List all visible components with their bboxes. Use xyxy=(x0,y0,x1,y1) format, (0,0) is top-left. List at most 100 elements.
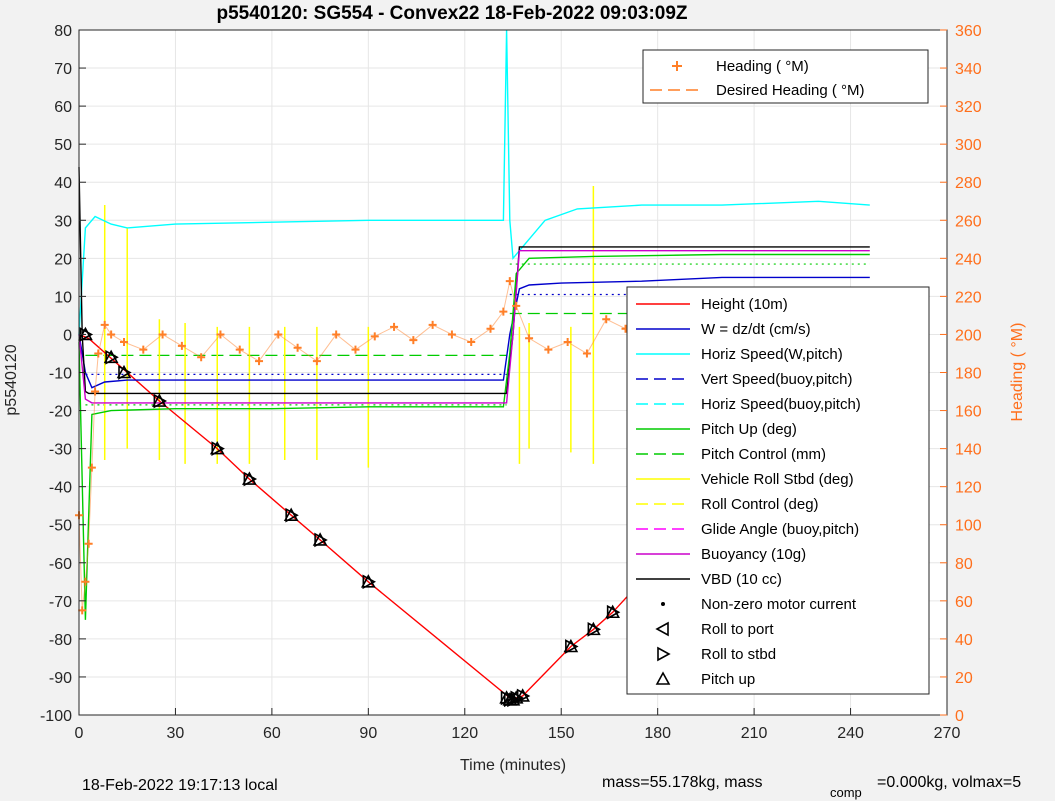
y-right-tick-label: 240 xyxy=(955,251,982,268)
y-right-tick-label: 360 xyxy=(955,23,982,40)
pitch-up-marker xyxy=(209,440,225,455)
pitch-up-marker xyxy=(605,604,621,619)
y-right-tick-label: 100 xyxy=(955,518,982,535)
heading-point xyxy=(107,330,116,339)
heading-point xyxy=(544,345,553,354)
y-right-tick-label: 80 xyxy=(955,556,973,573)
y-tick-label: 40 xyxy=(54,175,72,192)
y-axis-right-ticks: 3603403203002802602402202001801601401201… xyxy=(940,23,982,725)
x-tick-label: 30 xyxy=(167,725,185,742)
x-tick-label: 150 xyxy=(548,725,575,742)
heading-point xyxy=(100,320,109,329)
pitch-up-marker xyxy=(283,507,299,522)
y-tick-label: 60 xyxy=(54,99,72,116)
pitch-up-marker xyxy=(586,621,601,636)
series-lines xyxy=(78,29,871,701)
heading-point xyxy=(563,338,572,347)
heading-point xyxy=(177,341,186,350)
heading-point xyxy=(293,343,302,352)
y-tick-label: -100 xyxy=(40,708,72,725)
heading-point xyxy=(428,320,437,329)
heading-point xyxy=(370,332,379,341)
x-axis-label: Time (minutes) xyxy=(460,757,566,774)
heading-point xyxy=(87,463,96,472)
y-right-tick-label: 20 xyxy=(955,670,973,687)
y-right-tick-label: 140 xyxy=(955,442,982,459)
legend-main-box xyxy=(626,286,930,695)
heading-point xyxy=(120,338,129,347)
heading-point xyxy=(351,345,360,354)
heading-point xyxy=(486,324,495,333)
x-tick-label: 90 xyxy=(359,725,377,742)
y-axis-right-label: Heading ( °M) xyxy=(1009,323,1026,422)
roll-stbd-marker xyxy=(211,441,225,456)
roll-stbd-marker xyxy=(285,507,299,523)
heading-point xyxy=(91,387,100,396)
y-right-tick-label: 280 xyxy=(955,175,982,192)
legend-tri-left-sample xyxy=(655,621,669,637)
roll-stbd-marker xyxy=(118,365,132,380)
y-right-tick-label: 260 xyxy=(955,213,982,230)
legend-entry: Glide Angle (buoy,pitch) xyxy=(701,521,859,538)
y-right-tick-label: 220 xyxy=(955,289,982,306)
x-tick-label: 240 xyxy=(837,725,864,742)
heading-point xyxy=(447,330,456,339)
y-right-tick-label: 40 xyxy=(955,632,973,649)
heading-point xyxy=(467,338,476,347)
y-tick-label: -60 xyxy=(49,556,72,573)
heading-point xyxy=(158,330,167,339)
heading-point xyxy=(139,345,148,354)
roll-stbd-marker xyxy=(314,532,328,548)
heading-point xyxy=(255,357,264,366)
y-tick-label: 0 xyxy=(63,327,72,344)
legend-tri-up-sample xyxy=(655,671,671,685)
roll-stbd-marker xyxy=(516,688,531,704)
x-tick-label: 210 xyxy=(741,725,768,742)
footer-volmax: =0.000kg, volmax=5 xyxy=(877,774,1021,791)
legend-entry: Roll to port xyxy=(701,621,774,638)
heading-point xyxy=(274,330,283,339)
roll-stbd-marker xyxy=(105,349,119,365)
legend-entry: Horiz Speed(buoy,pitch) xyxy=(701,396,861,413)
heading-point xyxy=(78,606,87,615)
y-tick-label: -10 xyxy=(49,366,72,383)
roll-stbd-marker xyxy=(153,393,168,409)
heading-point xyxy=(505,277,514,286)
legend-heading-entry: Desired Heading ( °M) xyxy=(716,82,865,99)
roll-stbd-marker xyxy=(565,639,579,654)
legend-heading: Heading ( °M) Desired Heading ( °M) xyxy=(642,49,929,104)
pitch-up-marker xyxy=(103,349,119,364)
heading-point xyxy=(390,322,399,331)
y-tick-label: 20 xyxy=(54,251,72,268)
heading-point xyxy=(332,330,341,339)
legend-dot-sample xyxy=(661,602,665,606)
heading-point xyxy=(216,330,225,339)
x-tick-label: 0 xyxy=(75,725,84,742)
x-tick-label: 120 xyxy=(451,725,478,742)
series-line xyxy=(78,276,870,389)
y-right-tick-label: 320 xyxy=(955,99,982,116)
pitch-up-marker xyxy=(505,692,521,706)
legend-plus-sample xyxy=(672,61,682,71)
y-right-tick-label: 180 xyxy=(955,366,982,383)
heading-point xyxy=(582,349,591,358)
footer-local-time: 18-Feb-2022 19:17:13 local xyxy=(82,777,278,794)
pitch-up-marker xyxy=(515,688,530,702)
y-axis-ticks: 80 70 60 50 40 30 20 10 0 -10 -20 -30 -40 -50 -60 -70 -8… xyxy=(40,23,86,725)
heading-point xyxy=(197,353,206,362)
legend-entry: Buoyancy (10g) xyxy=(701,546,806,563)
pitch-up-marker xyxy=(152,393,167,407)
footer-mass: mass=55.178kg, mass xyxy=(602,774,763,791)
x-tick-label: 60 xyxy=(263,725,281,742)
series-line xyxy=(78,253,870,620)
legend-entry: W = dz/dt (cm/s) xyxy=(701,321,811,338)
y-tick-label: -80 xyxy=(49,632,72,649)
pitch-up-marker xyxy=(360,574,376,588)
y-tick-label: 80 xyxy=(54,23,72,40)
y-right-tick-label: 60 xyxy=(955,594,973,611)
y-right-tick-label: 0 xyxy=(955,708,964,725)
legend-entry: Non-zero motor current xyxy=(701,596,857,613)
roll-stbd-marker xyxy=(587,622,602,637)
legend-entry: Pitch up xyxy=(701,671,755,688)
